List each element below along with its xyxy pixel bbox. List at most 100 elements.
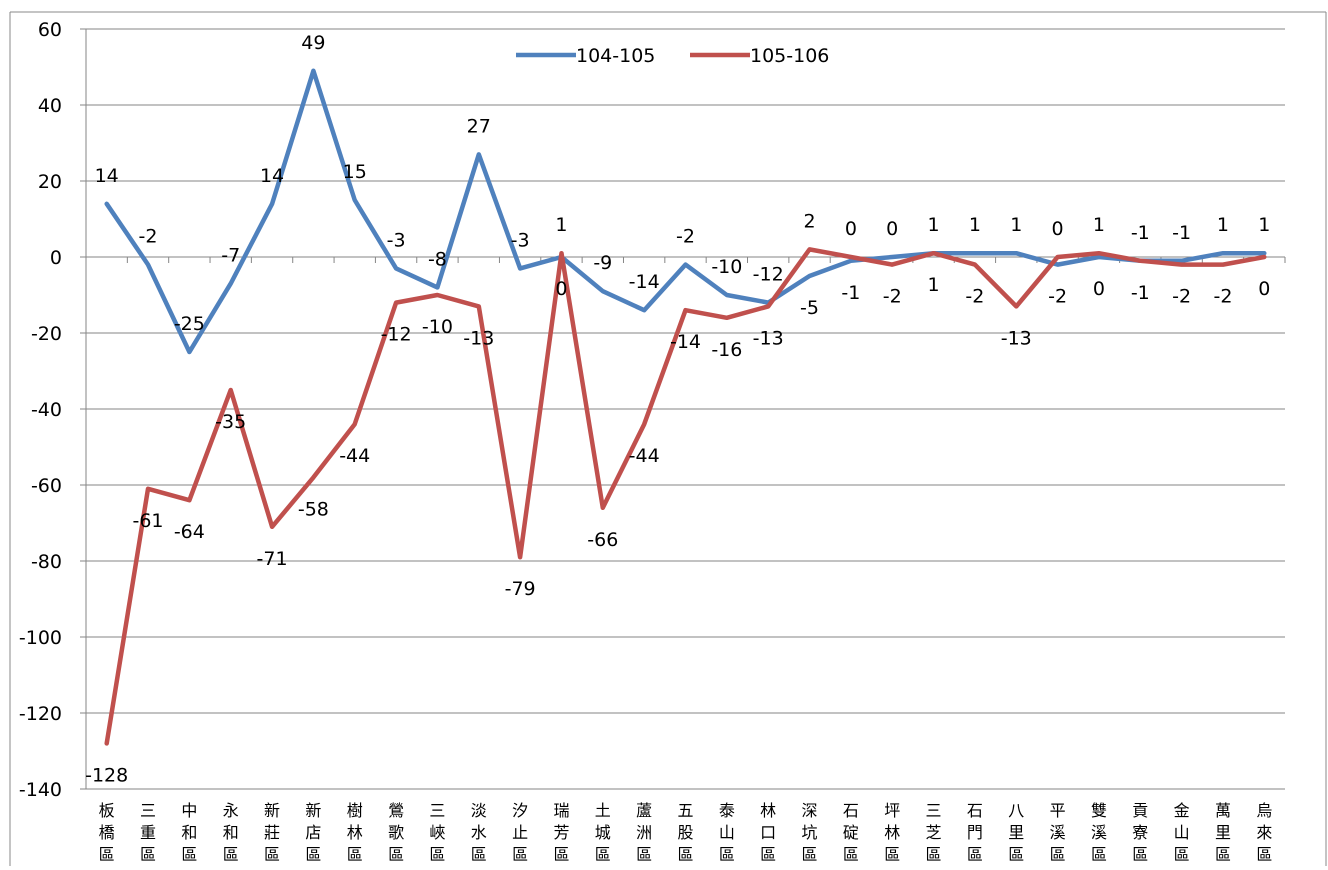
y-tick-label: -80: [31, 551, 62, 573]
data-label: 0: [845, 218, 857, 240]
x-tick-label: 石碇區: [843, 801, 859, 864]
x-tick-label: 平溪區: [1050, 801, 1066, 864]
series-lines: [104, 68, 1267, 746]
data-label: 1: [1258, 214, 1270, 236]
data-label: -10: [711, 256, 742, 278]
data-label: -64: [174, 521, 205, 543]
y-tick-label: -120: [19, 703, 62, 725]
x-tick-label: 中和區: [181, 801, 197, 864]
data-label: 1: [555, 214, 567, 236]
x-tick-label: 淡水區: [471, 801, 487, 864]
data-label: 15: [343, 161, 367, 183]
legend-label: 105-106: [750, 45, 829, 67]
data-label: -16: [711, 339, 742, 361]
x-tick-label: 鶯歌區: [388, 801, 404, 864]
data-label: -3: [387, 229, 406, 251]
x-tick-label: 新店區: [305, 801, 321, 864]
data-label: 1: [928, 274, 940, 296]
data-label: -61: [132, 510, 163, 532]
y-tick-label: 40: [38, 95, 62, 117]
x-tick-label: 萬里區: [1215, 801, 1231, 864]
x-tick-label: 雙溪區: [1091, 801, 1107, 864]
data-label: -13: [463, 327, 494, 349]
data-label: 1: [969, 214, 981, 236]
x-tick-label: 石門區: [967, 801, 983, 864]
data-label: -2: [676, 226, 695, 248]
data-label: -1: [841, 282, 860, 304]
data-label: 27: [467, 115, 491, 137]
data-label: -13: [1001, 327, 1032, 349]
data-label: 0: [886, 218, 898, 240]
x-tick-label: 瑞芳區: [553, 801, 569, 864]
data-label: -5: [800, 297, 819, 319]
data-label: -7: [221, 245, 240, 267]
data-label: -2: [1172, 286, 1191, 308]
data-label: -8: [428, 248, 447, 270]
data-label: -2: [1048, 286, 1067, 308]
data-label: 0: [1052, 218, 1064, 240]
x-tick-labels: 板橋區 三重區 中和區 永和區 新莊區 新店區 樹林區 鶯歌區 三峽區 淡水區 汐止區 瑞芳區 土城區 蘆…: [99, 801, 1273, 864]
data-label: -12: [753, 264, 784, 286]
data-label: -2: [883, 286, 902, 308]
data-label: -9: [593, 252, 612, 274]
data-label: 0: [555, 278, 567, 300]
axes: [9, 11, 1327, 866]
data-label: -1: [1172, 222, 1191, 244]
y-tick-label: -20: [31, 323, 62, 345]
data-label: -25: [174, 313, 205, 335]
y-tick-label: -140: [19, 779, 62, 801]
y-tick-label: 0: [50, 247, 62, 269]
data-label: -10: [422, 316, 453, 338]
y-tick-label: -40: [31, 399, 62, 421]
x-tick-label: 八里區: [1008, 801, 1024, 864]
data-label: -58: [298, 498, 329, 520]
x-tick-label: 坪林區: [884, 801, 900, 864]
data-label: 14: [260, 165, 284, 187]
data-label: -66: [587, 529, 618, 551]
data-label: 2: [803, 210, 815, 232]
x-tick-label: 泰山區: [719, 801, 735, 864]
x-tick-label: 板橋區: [99, 801, 115, 864]
data-label: -71: [257, 548, 288, 570]
data-label: -12: [381, 324, 412, 346]
x-tick-label: 三峽區: [429, 801, 445, 864]
x-tick-label: 深坑區: [802, 801, 818, 864]
data-label: -2: [1214, 286, 1233, 308]
data-label: -128: [85, 764, 128, 786]
x-tick-label: 樹林區: [347, 801, 363, 864]
legend: 104-105 105-106: [516, 45, 829, 67]
data-labels: 14-128-2-61-25-64-7-3514-7149-5815-44-3-…: [85, 32, 1270, 787]
data-label: 1: [928, 214, 940, 236]
y-tick-labels: 60 40 20 0 -20 -40 -60 -80 -100 -120 -140: [19, 19, 62, 801]
x-tick-label: 土城區: [595, 801, 611, 864]
data-label: 1: [1093, 214, 1105, 236]
x-tick-label: 永和區: [223, 801, 239, 864]
data-label: -13: [753, 327, 784, 349]
data-label: -44: [629, 445, 660, 467]
data-label: -79: [505, 578, 536, 600]
legend-label: 104-105: [576, 45, 655, 67]
data-label: -1: [1131, 222, 1150, 244]
data-label: -14: [670, 331, 701, 353]
data-label: -2: [965, 286, 984, 308]
data-label: -44: [339, 445, 370, 467]
series-line-105-106: [104, 247, 1267, 746]
x-tick-label: 貢寮區: [1132, 801, 1148, 864]
y-tick-label: 20: [38, 171, 62, 193]
x-tick-label: 烏來區: [1256, 801, 1272, 864]
data-label: -14: [629, 271, 660, 293]
y-tick-label: 60: [38, 19, 62, 41]
x-tick-label: 三重區: [140, 801, 156, 864]
data-label: -2: [139, 226, 158, 248]
series-line-104-105: [104, 68, 1267, 355]
data-label: 1: [1010, 214, 1022, 236]
x-tick-label: 汐止區: [512, 801, 528, 864]
x-tick-label: 三芝區: [926, 801, 942, 864]
x-tick-label: 新莊區: [264, 801, 280, 864]
data-label: 0: [1258, 278, 1270, 300]
gridlines: [86, 28, 1285, 790]
y-tick-label: -100: [19, 627, 62, 649]
x-tick-label: 蘆洲區: [636, 801, 652, 864]
